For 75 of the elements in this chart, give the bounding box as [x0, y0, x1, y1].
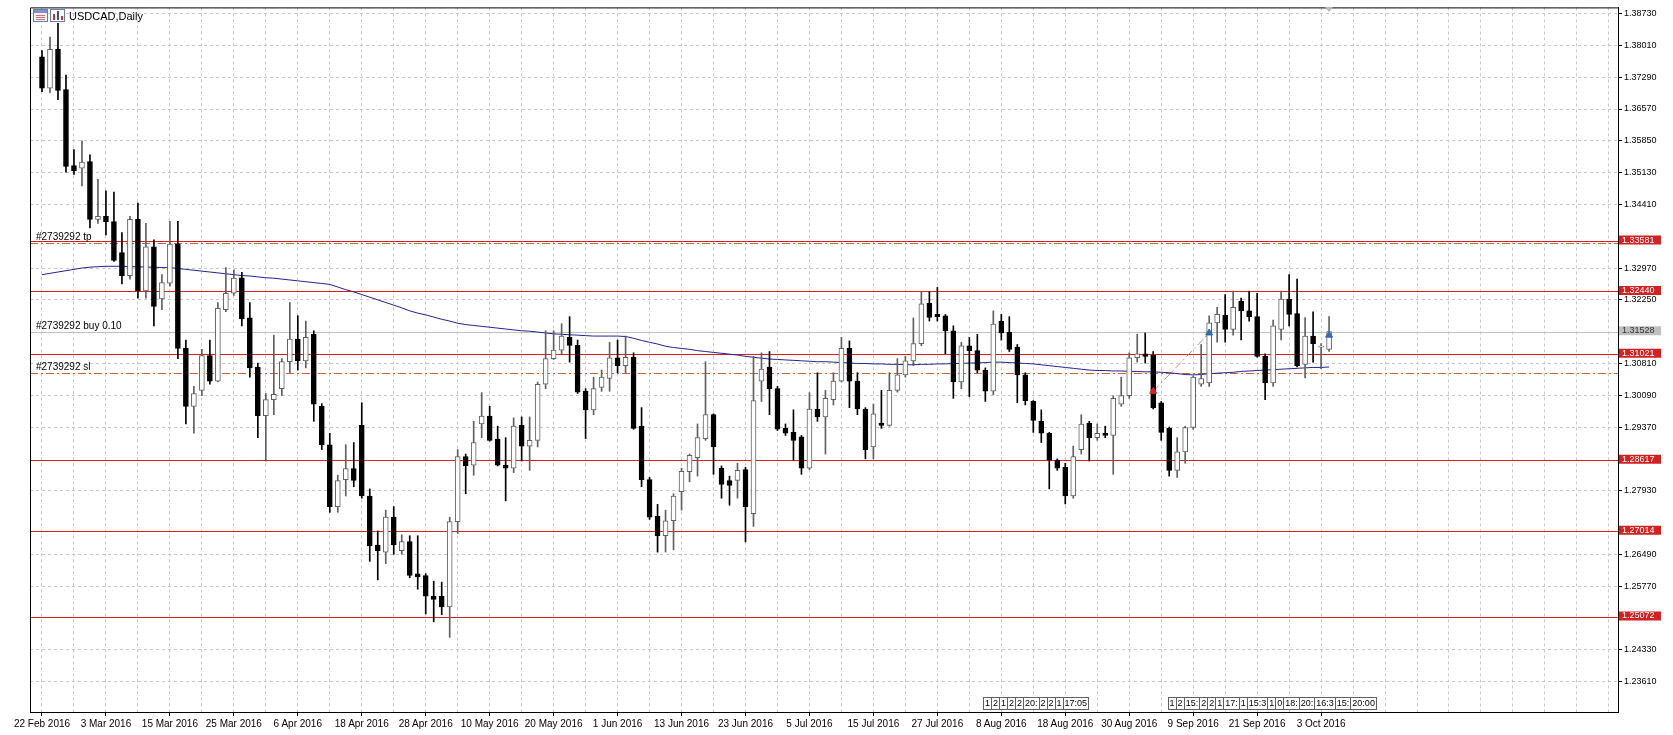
- ref-line-label: 1.27014: [1622, 524, 1655, 535]
- y-tick-label: 1.26490: [1624, 548, 1657, 559]
- x-tick-label: 28 Apr 2016: [398, 717, 454, 729]
- y-tick-label: 1.32250: [1624, 294, 1657, 305]
- y-tick-label: 1.32970: [1624, 262, 1657, 273]
- x-tick-label: 10 May 2016: [460, 717, 520, 729]
- y-tick-label: 1.36570: [1624, 103, 1657, 114]
- y-tick-label: 1.24330: [1624, 644, 1657, 655]
- ref-line-label: 1.28617: [1622, 453, 1655, 464]
- x-tick-label: 15 Mar 2016: [141, 717, 199, 729]
- point: [1149, 386, 1158, 394]
- x-tick-label: 3 Mar 2016: [80, 717, 132, 729]
- y-tick-label: 1.30810: [1624, 357, 1657, 368]
- y-tick-label: 1.38010: [1624, 39, 1657, 50]
- y-tick-label: 1.30090: [1624, 389, 1657, 400]
- x-tick-label: 3 Oct 2016: [1296, 717, 1346, 729]
- ref-line-label: #2739292 sl: [35, 361, 91, 373]
- x-tick-label: 23 Jun 2016: [717, 717, 774, 729]
- x-tick-label: 25 Mar 2016: [205, 717, 263, 729]
- candlestick: [1246, 290, 1252, 322]
- y-tick-label: 1.25770: [1624, 580, 1657, 591]
- ref-line-label: 1.25072: [1622, 610, 1655, 621]
- candlestick: [374, 530, 381, 581]
- y-tick-label: 1.35850: [1624, 135, 1657, 146]
- candlestick: [462, 453, 469, 495]
- y-tick-label: 1.23610: [1624, 676, 1657, 686]
- candlestick: [71, 149, 77, 175]
- ref-line-label: 1.33581: [1622, 234, 1655, 245]
- x-tick-label: 21 Sep 2016: [1228, 717, 1286, 729]
- annotation: #2739292 buy 0.10: [35, 320, 123, 332]
- candlestick: [1238, 297, 1244, 341]
- candlestick: [1142, 332, 1149, 364]
- x-tick-label: 22 Feb 2016: [13, 717, 71, 729]
- y-tick-label: 1.27930: [1624, 485, 1657, 496]
- text: 1 2 1 2 2 20: 2 2 1 17:05: [984, 698, 1088, 708]
- candlestick: [95, 178, 101, 224]
- ref-line-label: 1.32440: [1622, 284, 1655, 295]
- candlestick: [342, 444, 349, 497]
- y-tick-label: 1.38730: [1624, 8, 1657, 19]
- x-tick-label: 30 Aug 2016: [1101, 717, 1158, 729]
- x-tick-label: 6 Apr 2016: [273, 717, 323, 729]
- x-tick-label: 8 Aug 2016: [976, 717, 1028, 729]
- ref-line-label: #2739292 tp: [35, 231, 93, 243]
- y-tick-label: 1.37290: [1624, 71, 1657, 82]
- candlestick: [103, 190, 109, 236]
- text: 1 2 15: 2 2 1 17: 1 15:3 1 0 18: 20: 16:3 15: 20:00: [1169, 698, 1375, 708]
- x-tick-label: 27 Jul 2016: [911, 717, 964, 729]
- ref-line-label: 1.31021: [1622, 347, 1655, 358]
- point: [1205, 328, 1214, 336]
- x-tick-label: 1 Jun 2016: [592, 717, 643, 729]
- candlestick: [1214, 307, 1220, 343]
- candlestick: [430, 580, 437, 623]
- candlestick: [79, 140, 85, 187]
- x-tick-label: 13 Jun 2016: [654, 717, 710, 729]
- candlestick: [1198, 344, 1204, 387]
- candlestick: [414, 535, 421, 590]
- candlestick: [1318, 343, 1324, 370]
- x-tick-label: 5 Jul 2016: [786, 717, 833, 729]
- candlestick: [271, 334, 277, 416]
- ref-line-label: 1.31528: [1622, 325, 1655, 336]
- candlestick: [263, 393, 269, 462]
- y-tick-label: 1.29370: [1624, 421, 1657, 432]
- y-tick-label: 1.35130: [1624, 167, 1657, 178]
- x-tick-label: 18 Apr 2016: [334, 717, 390, 729]
- chart-title: USDCAD,Daily: [69, 9, 143, 22]
- x-tick-label: 18 Aug 2016: [1037, 717, 1094, 729]
- candlestick: [1134, 333, 1141, 363]
- x-tick-label: 15 Jul 2016: [847, 717, 900, 729]
- candlestick: [1310, 311, 1316, 363]
- x-tick-label: 9 Sep 2016: [1167, 717, 1220, 729]
- candlestick: [478, 392, 485, 438]
- x-tick-label: 20 May 2016: [524, 717, 583, 729]
- point: [1325, 330, 1334, 338]
- candlestick: [1102, 425, 1109, 438]
- y-tick-label: 1.34410: [1624, 198, 1657, 209]
